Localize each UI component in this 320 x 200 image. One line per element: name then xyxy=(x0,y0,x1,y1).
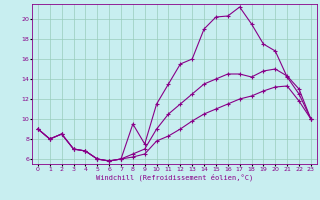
X-axis label: Windchill (Refroidissement éolien,°C): Windchill (Refroidissement éolien,°C) xyxy=(96,173,253,181)
